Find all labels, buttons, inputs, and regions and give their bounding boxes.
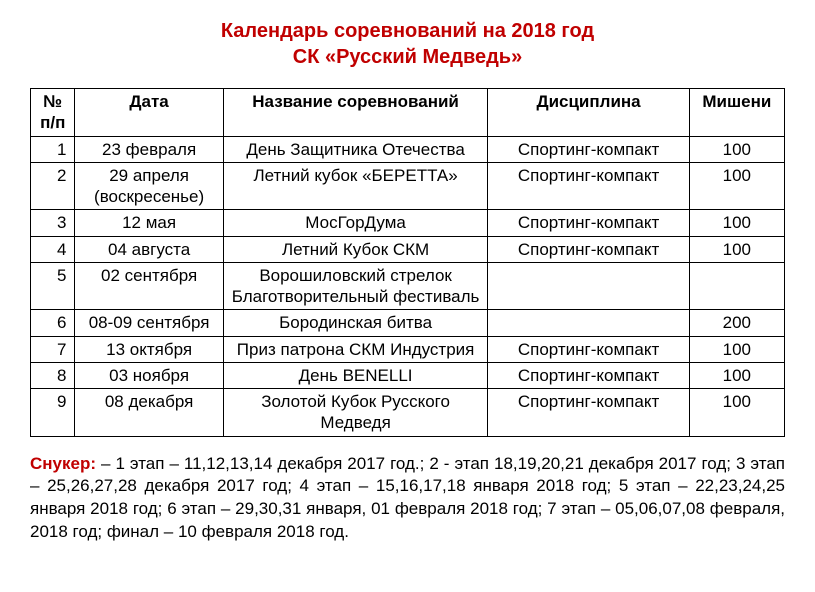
cell-targets: 100 xyxy=(689,136,784,162)
cell-discipline: Спортинг-компакт xyxy=(488,236,689,262)
cell-targets: 100 xyxy=(689,362,784,388)
cell-discipline xyxy=(488,262,689,310)
cell-num: 4 xyxy=(31,236,75,262)
table-row: 6 08-09 сентября Бородинская битва 200 xyxy=(31,310,785,336)
document-page: Календарь соревнований на 2018 год СК «Р… xyxy=(0,0,815,544)
table-row: 2 29 апреля (воскресенье) Летний кубок «… xyxy=(31,162,785,210)
page-title: Календарь соревнований на 2018 год СК «Р… xyxy=(30,18,785,70)
cell-name: День BENELLI xyxy=(223,362,488,388)
table-row: 1 23 февраля День Защитника Отечества Сп… xyxy=(31,136,785,162)
cell-num: 9 xyxy=(31,389,75,437)
table-row: 9 08 декабря Золотой Кубок Русского Медв… xyxy=(31,389,785,437)
cell-name: День Защитника Отечества xyxy=(223,136,488,162)
cell-discipline: Спортинг-компакт xyxy=(488,136,689,162)
cell-name: Летний Кубок СКМ xyxy=(223,236,488,262)
col-header-name: Название соревнований xyxy=(223,89,488,137)
cell-date: 29 апреля (воскресенье) xyxy=(75,162,223,210)
table-row: 8 03 ноября День BENELLI Спортинг-компак… xyxy=(31,362,785,388)
cell-targets xyxy=(689,262,784,310)
footer-note: Снукер: – 1 этап – 11,12,13,14 декабря 2… xyxy=(30,453,785,545)
cell-date: 02 сентября xyxy=(75,262,223,310)
cell-name: Летний кубок «БЕРЕТТА» xyxy=(223,162,488,210)
cell-targets: 100 xyxy=(689,210,784,236)
col-header-targets: Мишени xyxy=(689,89,784,137)
cell-targets: 100 xyxy=(689,336,784,362)
cell-name: МосГорДума xyxy=(223,210,488,236)
footer-text: – 1 этап – 11,12,13,14 декабря 2017 год.… xyxy=(30,454,785,542)
cell-targets: 200 xyxy=(689,310,784,336)
table-row: 5 02 сентября Ворошиловский стрелок Благ… xyxy=(31,262,785,310)
cell-discipline: Спортинг-компакт xyxy=(488,362,689,388)
col-header-num: № п/п xyxy=(31,89,75,137)
cell-discipline: Спортинг-компакт xyxy=(488,210,689,236)
cell-num: 8 xyxy=(31,362,75,388)
cell-date: 13 октября xyxy=(75,336,223,362)
cell-date: 04 августа xyxy=(75,236,223,262)
cell-num: 7 xyxy=(31,336,75,362)
cell-name: Ворошиловский стрелок Благотворительный … xyxy=(223,262,488,310)
cell-name: Бородинская битва xyxy=(223,310,488,336)
cell-targets: 100 xyxy=(689,236,784,262)
competitions-table: № п/п Дата Название соревнований Дисципл… xyxy=(30,88,785,437)
cell-date: 12 мая xyxy=(75,210,223,236)
title-line-2: СК «Русский Медведь» xyxy=(293,46,522,68)
table-row: 7 13 октября Приз патрона СКМ Индустрия … xyxy=(31,336,785,362)
cell-num: 3 xyxy=(31,210,75,236)
cell-discipline: Спортинг-компакт xyxy=(488,389,689,437)
cell-discipline: Спортинг-компакт xyxy=(488,336,689,362)
title-line-1: Календарь соревнований на 2018 год xyxy=(221,20,594,42)
cell-num: 2 xyxy=(31,162,75,210)
col-header-date: Дата xyxy=(75,89,223,137)
cell-name: Золотой Кубок Русского Медведя xyxy=(223,389,488,437)
cell-name: Приз патрона СКМ Индустрия xyxy=(223,336,488,362)
cell-num: 5 xyxy=(31,262,75,310)
cell-targets: 100 xyxy=(689,389,784,437)
cell-date: 23 февраля xyxy=(75,136,223,162)
cell-discipline: Спортинг-компакт xyxy=(488,162,689,210)
table-header-row: № п/п Дата Название соревнований Дисципл… xyxy=(31,89,785,137)
cell-discipline xyxy=(488,310,689,336)
cell-num: 6 xyxy=(31,310,75,336)
cell-date: 08-09 сентября xyxy=(75,310,223,336)
cell-num: 1 xyxy=(31,136,75,162)
cell-targets: 100 xyxy=(689,162,784,210)
cell-date: 08 декабря xyxy=(75,389,223,437)
table-row: 3 12 мая МосГорДума Спортинг-компакт 100 xyxy=(31,210,785,236)
footer-label: Снукер: xyxy=(30,454,96,473)
table-row: 4 04 августа Летний Кубок СКМ Спортинг-к… xyxy=(31,236,785,262)
col-header-discipline: Дисциплина xyxy=(488,89,689,137)
cell-date: 03 ноября xyxy=(75,362,223,388)
